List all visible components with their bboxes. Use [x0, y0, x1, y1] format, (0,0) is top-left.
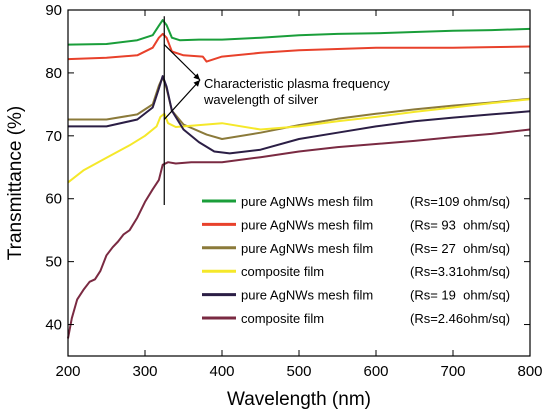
- series-line-2: [67, 32, 531, 63]
- annotation: Characteristic plasma frequency waveleng…: [163, 16, 390, 206]
- legend: pure AgNWs mesh film (Rs=109 ohm/sq) pure …: [202, 194, 510, 326]
- legend-label: pure AgNWs mesh film: [241, 194, 373, 209]
- legend-label: composite film: [241, 264, 324, 279]
- x-tick-label: 400: [209, 363, 234, 380]
- annotation-text-line-1: Characteristic plasma frequency: [204, 76, 390, 91]
- series-line-4: [67, 98, 531, 184]
- x-axis-title: Wavelength (nm): [227, 389, 371, 410]
- legend-sheet-resistance: (Rs=3.31ohm/sq): [410, 264, 510, 279]
- annotation-arrow: [163, 79, 201, 120]
- legend-sheet-resistance: (Rs= 93 ohm/sq): [410, 217, 510, 232]
- y-tick-label: 90: [45, 2, 62, 19]
- legend-label: pure AgNWs mesh film: [241, 241, 373, 256]
- series-layer: [67, 19, 531, 339]
- x-tick-label: 300: [132, 363, 157, 380]
- legend-label: pure AgNWs mesh film: [241, 288, 373, 303]
- legend-label: pure AgNWs mesh film: [241, 217, 373, 232]
- axis-ticks: 200 300 400 500 600 700 800 40 50 60 70 80 90: [45, 2, 542, 380]
- arrow-head: [193, 73, 200, 80]
- legend-sheet-resistance: (Rs= 19 ohm/sq): [410, 288, 510, 303]
- arrow-head: [193, 80, 200, 87]
- series-line-5: [68, 75, 531, 155]
- series-line-1: [67, 19, 531, 46]
- legend-label: composite film: [241, 311, 324, 326]
- legend-sheet-resistance: (Rs=109 ohm/sq): [410, 194, 510, 209]
- x-tick-label: 600: [363, 363, 388, 380]
- y-tick-label: 50: [45, 254, 62, 271]
- legend-sheet-resistance: (Rs= 27 ohm/sq): [410, 241, 510, 256]
- x-tick-label: 500: [286, 363, 311, 380]
- legend-sheet-resistance: (Rs=2.46ohm/sq): [410, 311, 510, 326]
- y-tick-label: 80: [45, 65, 62, 82]
- annotation-text-line-2: wavelength of silver: [203, 92, 319, 107]
- series-line-6: [67, 128, 531, 339]
- y-tick-label: 60: [45, 191, 62, 208]
- annotation-arrow: [163, 44, 201, 81]
- plot-frame: [67, 9, 531, 357]
- x-tick-label: 700: [440, 363, 465, 380]
- y-tick-label: 70: [45, 128, 62, 145]
- y-axis-title: Transmittance (%): [5, 106, 26, 261]
- x-tick-label: 200: [55, 363, 80, 380]
- x-tick-label: 800: [517, 363, 542, 380]
- y-tick-label: 40: [45, 317, 62, 334]
